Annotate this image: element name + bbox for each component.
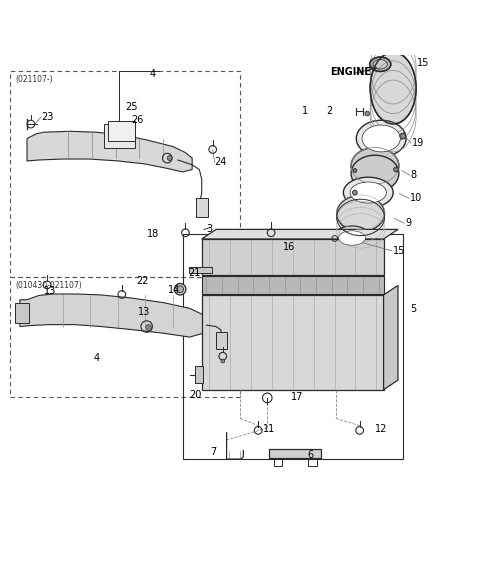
Text: 20: 20 — [190, 390, 202, 400]
Ellipse shape — [370, 52, 416, 124]
Text: 11: 11 — [263, 424, 275, 434]
Text: 17: 17 — [291, 392, 303, 402]
Circle shape — [177, 286, 183, 293]
Ellipse shape — [338, 231, 365, 245]
Text: 9: 9 — [405, 218, 411, 228]
Circle shape — [146, 325, 152, 330]
Text: (010430-021107): (010430-021107) — [15, 281, 82, 290]
Text: 18: 18 — [147, 229, 159, 239]
Text: 5: 5 — [410, 305, 416, 315]
Bar — [196, 198, 208, 218]
Ellipse shape — [351, 148, 399, 184]
Circle shape — [352, 190, 357, 195]
Polygon shape — [20, 294, 206, 337]
Bar — [15, 303, 29, 323]
Text: 15: 15 — [417, 58, 430, 68]
Text: 19: 19 — [412, 138, 424, 148]
Text: 24: 24 — [215, 158, 227, 168]
Text: 21: 21 — [188, 268, 201, 279]
Polygon shape — [202, 276, 384, 294]
Text: 10: 10 — [410, 193, 422, 203]
Bar — [10, 278, 240, 397]
Ellipse shape — [333, 226, 371, 250]
Text: 26: 26 — [131, 115, 143, 125]
Polygon shape — [202, 229, 398, 239]
Circle shape — [167, 156, 172, 161]
Text: 16: 16 — [283, 242, 295, 252]
Bar — [216, 332, 227, 349]
Ellipse shape — [370, 57, 391, 72]
Text: 13: 13 — [138, 307, 150, 317]
Circle shape — [174, 283, 186, 295]
Text: 22: 22 — [136, 276, 149, 286]
Text: 6: 6 — [307, 450, 313, 460]
Text: 4: 4 — [94, 353, 100, 363]
Ellipse shape — [362, 125, 400, 152]
Text: 15: 15 — [393, 246, 406, 256]
Text: (021107-): (021107-) — [15, 75, 53, 84]
Bar — [10, 72, 240, 278]
Text: 2: 2 — [326, 106, 333, 116]
Bar — [182, 234, 403, 459]
Text: 14: 14 — [168, 285, 180, 295]
Circle shape — [221, 359, 225, 363]
Circle shape — [365, 111, 370, 116]
Polygon shape — [202, 239, 384, 275]
Bar — [194, 366, 203, 383]
Polygon shape — [202, 295, 384, 390]
Ellipse shape — [336, 195, 384, 232]
Circle shape — [400, 133, 406, 139]
Polygon shape — [269, 449, 322, 457]
Circle shape — [394, 167, 398, 172]
Bar — [108, 121, 135, 141]
Polygon shape — [384, 285, 398, 390]
Bar — [104, 123, 135, 148]
Text: 12: 12 — [375, 424, 387, 434]
Text: 25: 25 — [125, 102, 138, 112]
Text: 8: 8 — [411, 171, 417, 181]
Text: 7: 7 — [210, 447, 216, 457]
Text: ENGINE: ENGINE — [330, 68, 371, 78]
Ellipse shape — [343, 177, 393, 208]
Ellipse shape — [350, 182, 386, 203]
Bar — [189, 267, 212, 273]
Text: 3: 3 — [206, 225, 213, 235]
Polygon shape — [27, 131, 192, 172]
Text: 13: 13 — [44, 286, 56, 296]
Text: 1: 1 — [302, 106, 308, 116]
Circle shape — [353, 169, 357, 172]
Text: 4: 4 — [149, 69, 155, 79]
Ellipse shape — [356, 121, 406, 156]
Ellipse shape — [351, 155, 399, 192]
Text: 23: 23 — [41, 112, 54, 122]
